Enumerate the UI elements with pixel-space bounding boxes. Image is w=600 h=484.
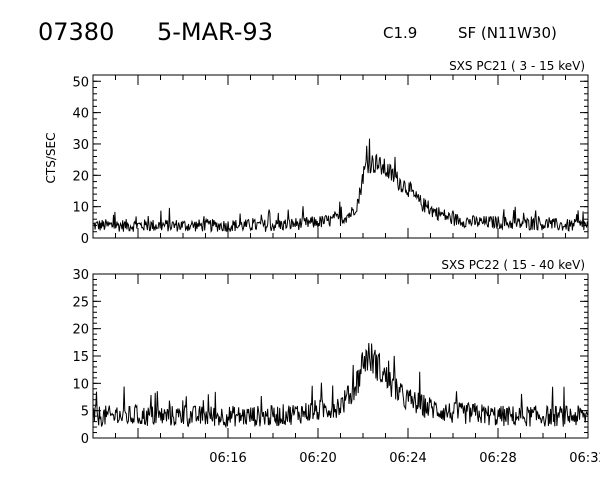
y-tick-label: 10 [72, 377, 89, 392]
series-line [92, 342, 589, 429]
series-line [92, 138, 588, 233]
y-axis-label: CTS/SEC [44, 133, 58, 184]
y-tick-label: 10 [72, 201, 89, 216]
y-tick-label: 0 [81, 432, 89, 447]
y-tick-label: 50 [72, 75, 89, 90]
chart-panel-top: SXS PC21 ( 3 - 15 keV) 0 10 20 30 40 50 [72, 59, 589, 247]
y-tick-label: 0 [81, 232, 89, 247]
optical-location: SF (N11W30) [458, 24, 557, 42]
y-tick-label: 30 [72, 268, 89, 283]
chart-panel-bottom: SXS PC22 ( 15 - 40 keV) 0 5 10 15 20 25 30 06:16… [72, 258, 600, 466]
y-tick-label: 5 [81, 405, 89, 420]
y-tick-label: 20 [72, 169, 89, 184]
x-tick-label: 06:20 [299, 451, 336, 466]
x-tick-label: 06:16 [209, 451, 246, 466]
y-tick-label: 25 [72, 295, 89, 310]
panel-title: SXS PC22 ( 15 - 40 keV) [441, 258, 585, 272]
x-tick-label: 06:24 [389, 451, 426, 466]
flare-id: 07380 [38, 18, 114, 46]
y-tick-label: 40 [72, 107, 89, 122]
panel-title: SXS PC21 ( 3 - 15 keV) [449, 59, 585, 73]
y-tick-label: 30 [72, 138, 89, 153]
x-tick-label: 06:32 [569, 451, 600, 466]
y-tick-label: 20 [72, 323, 89, 338]
goes-class: C1.9 [383, 24, 417, 42]
event-date: 5-MAR-93 [157, 18, 273, 46]
y-tick-label: 15 [72, 350, 89, 365]
x-tick-label: 06:28 [479, 451, 516, 466]
